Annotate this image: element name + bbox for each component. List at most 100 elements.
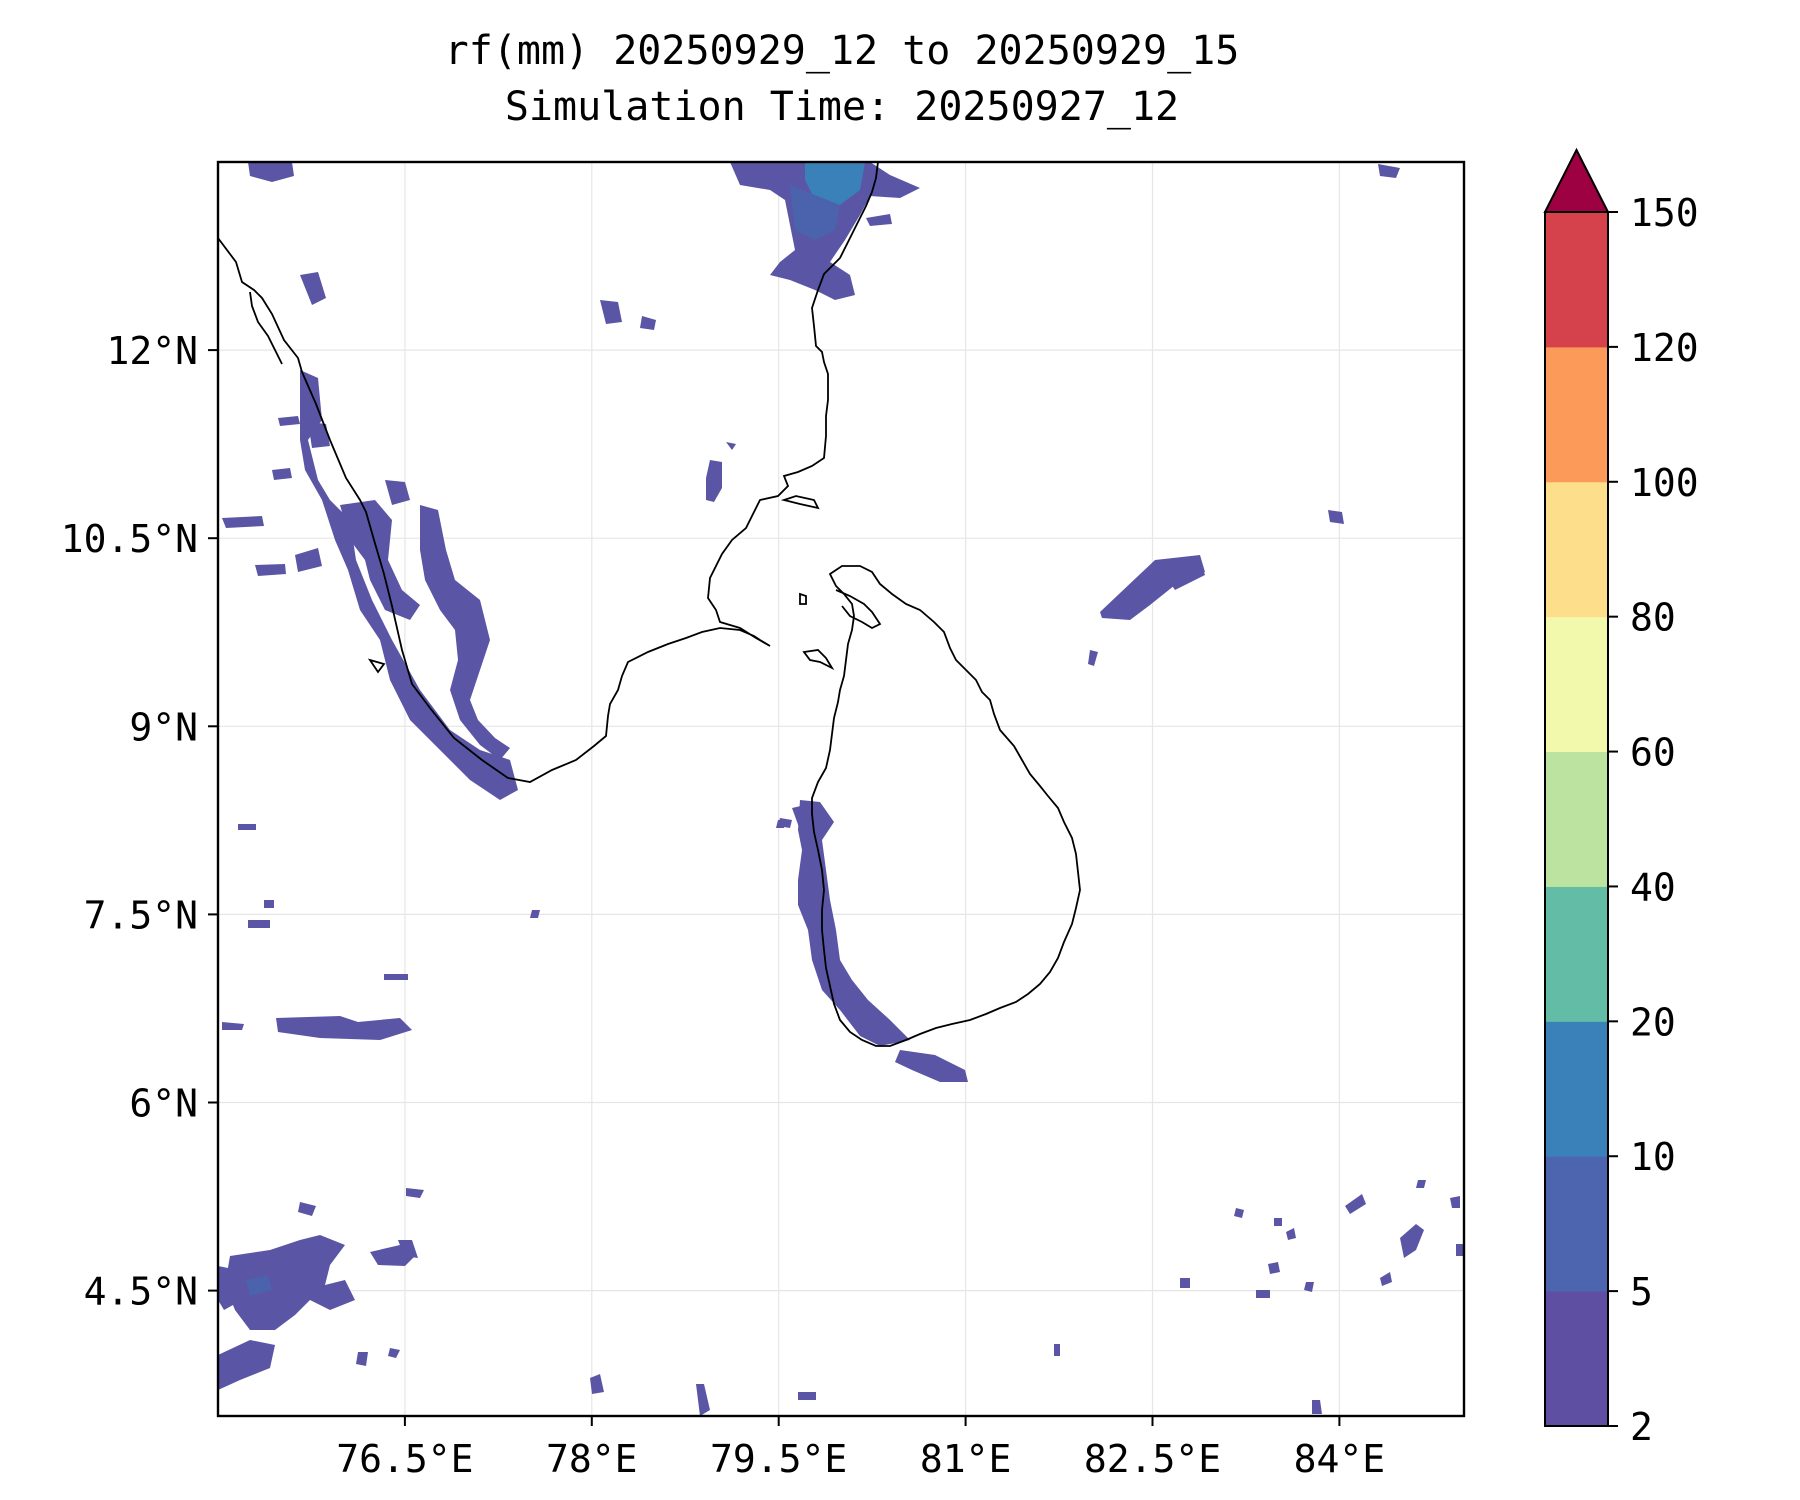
rain-patch-north-coast-east [866,214,892,226]
map-area [218,162,1464,1416]
coastline-srilanka [811,565,1081,1047]
rain-patch-kerala-north [385,480,410,505]
x-tick-label-5: 84°E [1294,1437,1386,1481]
rain-patch-south-3 [798,1392,816,1400]
rain-patch-srilanka-west [798,800,910,1046]
rain-patch-southeast-5 [1256,1290,1270,1298]
rain-patch-southwest-10 [388,1348,400,1358]
rain-patch-east-5 [1378,164,1400,178]
rain-patch-inland-3 [706,460,722,502]
rain-patch-southeast-8 [1456,1244,1464,1256]
y-tick-label-3: 7.5°N [84,893,198,937]
rain-patch-offshore-3 [295,548,322,572]
x-tick-label-2: 79.5°E [710,1437,847,1481]
rain-patch-south-1 [590,1374,604,1394]
colorbar-frame [1544,211,1609,1427]
rain-patch-srilanka-north [792,802,830,835]
colorbar-tick-label-1: 5 [1630,1270,1653,1314]
colorbar-segment-8 [1545,212,1608,348]
colorbar-tick-label-7: 100 [1630,461,1699,505]
coastline-island-1 [799,592,807,605]
x-tick-label-3: 81°E [920,1437,1012,1481]
rain-patch-srilanka-south [895,1050,968,1082]
colorbar-segment-0 [1545,1291,1608,1427]
colorbar-tick-label-8: 120 [1630,326,1699,370]
rain-patch-offshore-5 [272,468,292,480]
rain-patch-south-4 [1312,1400,1322,1414]
rain-patch-kerala-inland [420,505,510,760]
colorbar: 2 5 10 20 40 60 80 100 120 150 [1543,147,1699,1449]
rain-patch-north-coast-core [805,162,865,205]
rain-patch-southeast-2 [1345,1194,1366,1214]
y-tick-label-2: 9°N [129,705,198,749]
rain-patch-southeast-10 [1180,1278,1190,1288]
rain-patch-southwest-9 [356,1352,368,1366]
rain-patch-southwest-3 [218,1340,275,1390]
rain-patch-east-3 [1328,510,1344,524]
coastline-island-2 [802,649,835,671]
rain-patch-ocean-8 [776,820,786,828]
rain-patch-ocean-7 [238,824,256,830]
coastline-island-3 [780,495,820,510]
rain-patch-ocean-6 [530,910,540,918]
rain-patch-east-2 [1168,560,1205,590]
rain-patch-ocean-1 [276,1016,412,1040]
rain-patch-east-1 [1100,555,1205,620]
rain-patch-southeast-7 [1380,1272,1392,1286]
y-tick-label-5: 4.5°N [84,1270,198,1314]
colorbar-tick-label-6: 80 [1630,596,1676,640]
x-tick-label-4: 82.5°E [1084,1437,1221,1481]
colorbar-tick-label-0: 2 [1630,1405,1653,1449]
colorbar-segment-5 [1545,616,1608,753]
rain-patch-inland-1 [600,300,622,324]
rain-patch-southeast-11 [1304,1282,1314,1292]
rain-patch-southeast-13 [1416,1180,1426,1188]
rain-patch-ocean-4 [264,900,274,908]
colorbar-segment-4 [1545,751,1608,887]
title-line-2: Simulation Time: 20250927_12 [505,84,1179,130]
rain-patch-southeast-12 [1054,1344,1060,1356]
rain-patch-southeast-4 [1268,1262,1280,1274]
rain-patch-kerala-small-2 [308,422,330,448]
colorbar-tick-label-9: 150 [1630,191,1699,235]
rain-patch-kerala-small [300,272,326,305]
rain-patch-offshore-4 [278,416,300,426]
colorbar-tick-label-2: 10 [1630,1135,1676,1179]
coastline-srilanka-jaffna [835,589,882,630]
rain-patch-southwest-5 [398,1240,418,1258]
rain-patch-ocean-5 [384,974,408,980]
rain-patch-southeast-1 [1400,1224,1424,1258]
rain-patch-southeast-9 [1450,1196,1460,1208]
rain-patch-southeast-14 [1274,1218,1282,1226]
rain-patch-southeast-6 [1286,1228,1296,1240]
y-tick-label-0: 12°N [106,329,198,373]
rain-patch-east-4 [1088,650,1098,666]
rain-patch-southwest-1 [225,1235,355,1330]
coastline-island-4 [367,658,386,674]
colorbar-segment-7 [1545,346,1608,483]
title-line-1: rf(mm) 20250929_12 to 20250929_15 [445,28,1240,74]
colorbar-segment-3 [1545,886,1608,1022]
rain-patch-southwest-7 [406,1188,424,1198]
colorbar-extend-arrow [1543,147,1610,213]
rain-patch-inland-4 [726,442,736,450]
y-tick-label-1: 10.5°N [61,517,198,561]
rain-patch-offshore-2 [255,564,286,576]
colorbar-tick-label-4: 40 [1630,865,1676,909]
colorbar-segment-1 [1545,1156,1608,1292]
rain-patch-southeast-3 [1234,1208,1244,1218]
rain-patch-south-2 [696,1384,710,1416]
x-tick-label-0: 76.5°E [336,1437,473,1481]
colorbar-segment-6 [1545,481,1608,618]
y-axis: 12°N 10.5°N 9°N 7.5°N 6°N 4.5°N [61,329,218,1314]
map-frame [216,160,1466,1418]
colorbar-segment-2 [1545,1021,1608,1157]
y-tick-label-4: 6°N [129,1082,198,1126]
rain-patch-southwest-2 [218,1266,242,1310]
coastline-india-detail [249,291,283,365]
coastline-india [218,162,879,783]
rain-patch-ocean-3 [248,920,270,928]
x-axis: 76.5°E 78°E 79.5°E 81°E 82.5°E 84°E [336,1416,1385,1481]
